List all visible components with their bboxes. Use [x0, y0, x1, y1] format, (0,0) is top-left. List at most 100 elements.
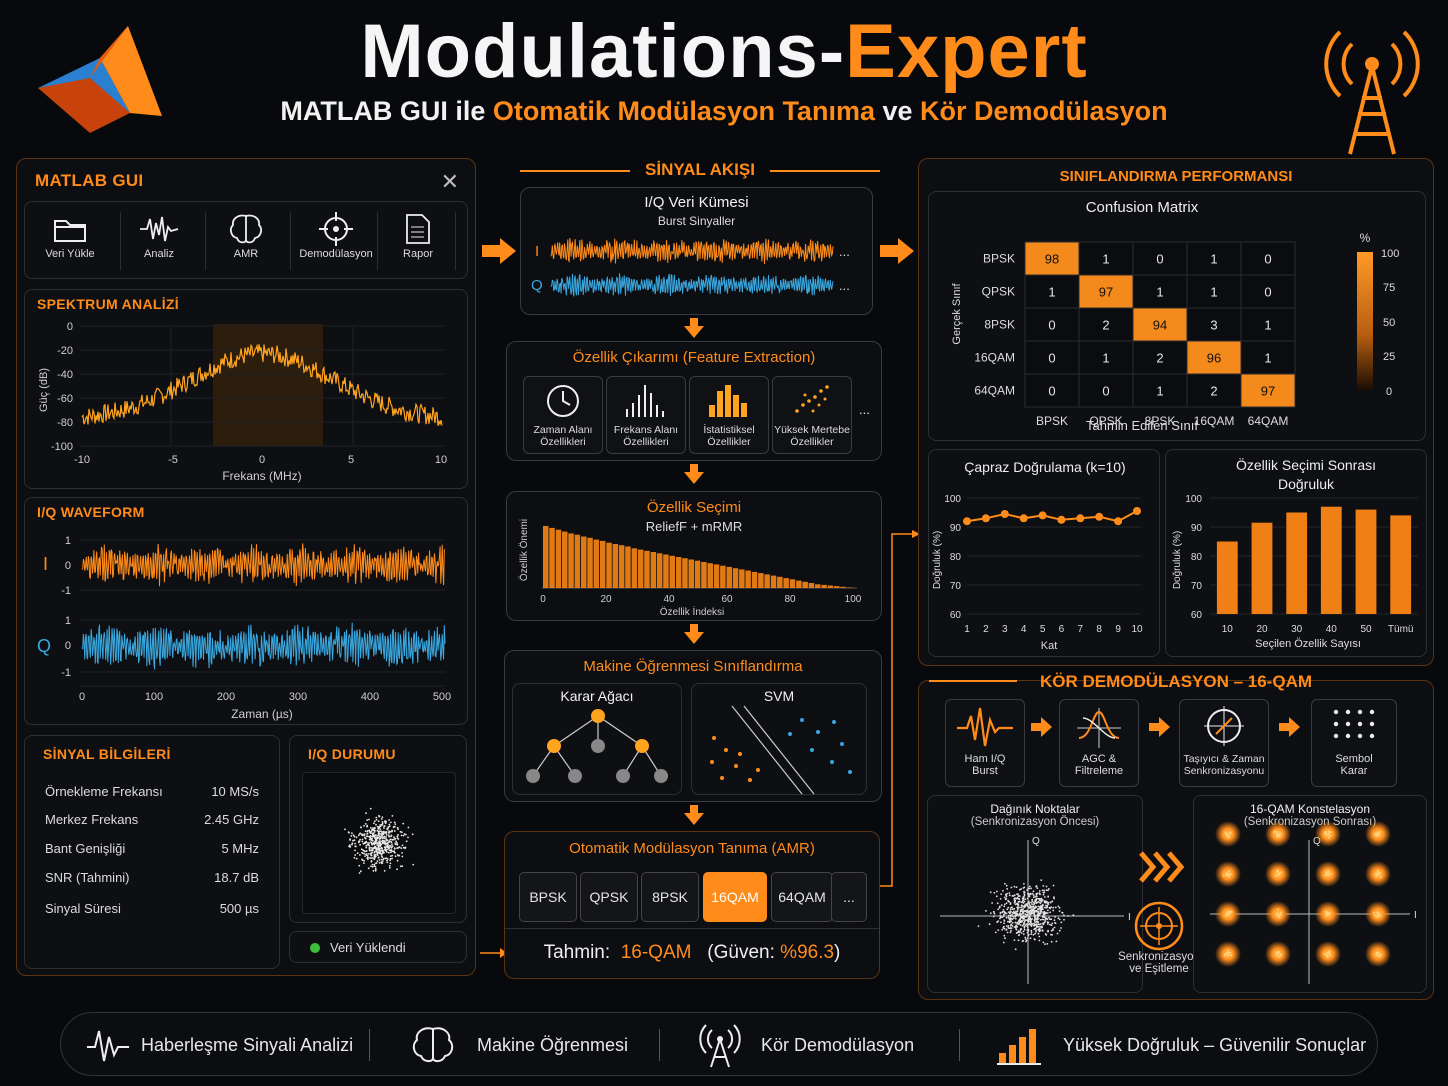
scatter-point — [1003, 927, 1006, 930]
iq-sample-point — [377, 856, 380, 859]
class-8psk[interactable]: 8PSK — [641, 872, 699, 922]
feature-frequency[interactable]: Frekans Alanı Özellikleri — [606, 376, 686, 454]
spectrum-panel: SPEKTRUM ANALİZİ 0 -20 -40 -60 -80 -100 … — [24, 289, 468, 489]
iq-sample-point — [371, 843, 373, 846]
scatter-point — [1007, 920, 1009, 923]
symbol-sample — [1227, 872, 1230, 875]
symbol-sample — [1329, 831, 1332, 834]
x-axis-label: Zaman (µs) — [231, 707, 293, 721]
importance-bar — [599, 540, 606, 588]
scatter-point — [1045, 934, 1048, 936]
scatter-point — [1052, 909, 1055, 912]
scatter-point — [1013, 911, 1015, 914]
scatter-point — [1032, 911, 1034, 913]
scatter-point — [1022, 915, 1025, 918]
step-sync[interactable]: Taşıyıcı & Zaman Senkronizasyonu — [1179, 699, 1269, 787]
iq-sample-point — [358, 832, 361, 835]
x-tick: 100 — [845, 594, 862, 605]
y-tick: 100 — [944, 494, 961, 505]
iq-sample-point — [378, 830, 381, 833]
waveform-icon — [87, 1030, 129, 1062]
class-64qam[interactable]: 64QAM — [771, 872, 833, 922]
symbol-sample — [1280, 871, 1283, 874]
iq-sample-point — [376, 830, 379, 832]
cm-value: 1 — [1102, 351, 1109, 366]
class-16qam-selected[interactable]: 16QAM — [703, 872, 767, 922]
x-tick: 10 — [1131, 624, 1143, 635]
class-more[interactable]: ... — [831, 872, 867, 922]
iq-sample-point — [391, 857, 393, 860]
scatter-point — [1063, 918, 1065, 921]
scatter-point — [1058, 910, 1061, 912]
scatter-point — [1042, 893, 1045, 896]
scatter-point — [1041, 918, 1044, 921]
signal-info-panel: SİNYAL BİLGİLERİ Örnekleme Frekansı 10 MS… — [24, 735, 280, 969]
cm-value: 0 — [1048, 318, 1055, 333]
scatter-point — [1016, 908, 1019, 911]
amr-button[interactable]: AMR — [205, 210, 287, 274]
x-tick: 50 — [1360, 624, 1372, 635]
symbol-sample — [1225, 913, 1228, 916]
load-data-button[interactable]: Veri Yükle — [29, 210, 111, 274]
importance-bar — [751, 571, 758, 588]
scatter-point — [1034, 932, 1036, 935]
step-agc-filter[interactable]: AGC & Filtreleme — [1059, 699, 1139, 787]
iq-sample-point — [376, 841, 379, 844]
col-label: 64QAM — [1248, 414, 1289, 428]
feature-higher-order[interactable]: Yüksek Mertebe Özellikler — [772, 376, 852, 454]
scatter-point — [993, 892, 996, 894]
iq-sample-point — [366, 844, 369, 846]
iq-sample-point — [380, 843, 383, 846]
colorbar — [1357, 252, 1373, 390]
scatter-point — [1014, 948, 1017, 951]
iq-sample-point — [358, 864, 361, 867]
iq-sample-point — [363, 862, 365, 864]
footer-bar: Haberleşme Sinyali Analizi Makine Öğrenm… — [60, 1012, 1378, 1076]
scatter-icon — [795, 385, 829, 413]
cv-point — [1019, 514, 1028, 523]
scatter-point — [1027, 928, 1030, 931]
x-axis-label: Frekans (MHz) — [222, 469, 301, 483]
iq-sample-point — [364, 837, 367, 840]
scatter-point — [1001, 916, 1003, 919]
cm-value: 0 — [1264, 285, 1271, 300]
feature-importance-chart: Özellik Önemi 0 20 40 60 80 100 Özellik … — [518, 519, 862, 618]
scatter-point — [1031, 899, 1033, 901]
scatter-point — [1036, 915, 1039, 918]
class-qpsk[interactable]: QPSK — [580, 872, 638, 922]
step-raw-iq[interactable]: Ham I/Q Burst — [945, 699, 1025, 787]
close-icon[interactable]: ✕ — [440, 169, 459, 194]
symbol-sample — [1227, 870, 1230, 873]
symbol-sample — [1228, 875, 1230, 878]
symbol-sample — [1326, 869, 1329, 872]
scatter-point — [1009, 918, 1012, 921]
scatter-point — [1026, 911, 1028, 914]
iq-sample-point — [351, 843, 353, 846]
iq-sample-point — [363, 833, 366, 835]
importance-bar — [808, 583, 815, 588]
feature-time[interactable]: Zaman Alanı Özellikleri — [523, 376, 603, 454]
demodulation-button[interactable]: Demodülasyon — [293, 210, 379, 274]
iq-sample-point — [371, 835, 374, 838]
blind-demod-panel: KÖR DEMODÜLASYON – 16-QAM Ham I/Q Burst A… — [918, 672, 1434, 1000]
scatter-point — [1023, 882, 1025, 885]
iq-sample-point — [366, 856, 369, 859]
iq-sample-point — [379, 835, 381, 838]
feature-statistical[interactable]: İstatistiksel Özellikler — [689, 376, 769, 454]
report-button[interactable]: Rapor — [377, 210, 459, 274]
class-bpsk[interactable]: BPSK — [519, 872, 577, 922]
scatter-point — [977, 925, 980, 927]
cm-cell — [1132, 274, 1188, 309]
iq-sample-point — [388, 840, 391, 843]
y-tick: 0 — [65, 560, 71, 572]
step-symbol-decision[interactable]: Sembol Karar — [1311, 699, 1397, 787]
cm-cell — [1186, 274, 1242, 309]
iq-sample-point — [379, 844, 382, 847]
x-tick: 40 — [1326, 624, 1338, 635]
analysis-button[interactable]: Analiz — [118, 210, 200, 274]
iq-sample-point — [369, 827, 372, 829]
sync-target-icon — [1134, 901, 1184, 951]
y-tick: 60 — [1191, 610, 1203, 621]
iq-sample-point — [374, 820, 376, 822]
cm-cell — [1240, 373, 1296, 408]
